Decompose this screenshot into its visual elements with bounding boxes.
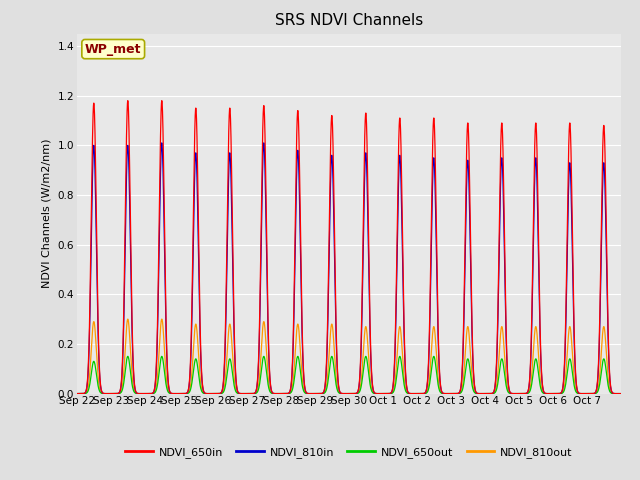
Legend: NDVI_650in, NDVI_810in, NDVI_650out, NDVI_810out: NDVI_650in, NDVI_810in, NDVI_650out, NDV…	[121, 443, 577, 462]
Text: WP_met: WP_met	[85, 43, 141, 56]
Y-axis label: NDVI Channels (W/m2/nm): NDVI Channels (W/m2/nm)	[42, 139, 52, 288]
Title: SRS NDVI Channels: SRS NDVI Channels	[275, 13, 423, 28]
